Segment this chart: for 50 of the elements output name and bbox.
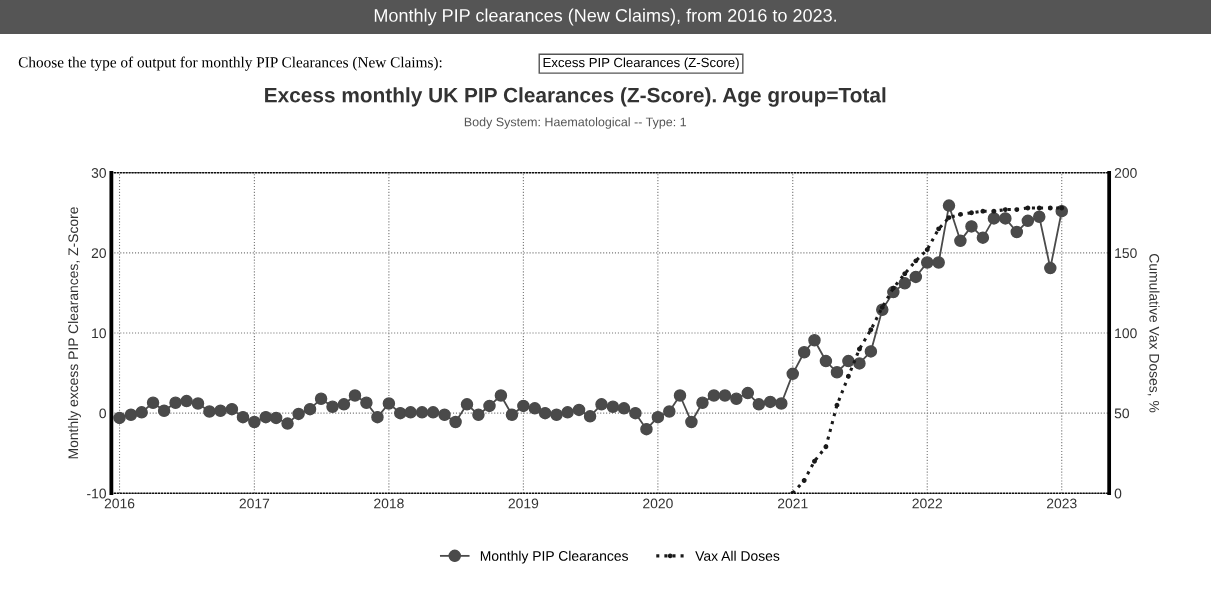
y2-tick-label: 150 [1115,248,1137,259]
y-tick-label: 0 [99,408,107,419]
text: Monthly PIP clearances (New Claims), from 2016 to 2023. [374,8,837,26]
point [936,226,942,232]
point [1025,205,1031,211]
y-tick-label: -10 [87,488,107,499]
x-tick-label: 2021 [778,498,808,509]
legend-label: Monthly PIP Clearances [480,550,628,564]
x-tick-label: 2020 [643,498,673,509]
point [924,247,930,253]
y2-axis-title: Cumulative Vax Doses, % [1147,253,1160,413]
point [890,285,896,291]
point [823,444,829,450]
text: Choose the type of output for monthly PIP Clearances (New Claims): [18,56,442,71]
chart-subtitle: Body System: Haematological -- Type: 1 [464,117,687,129]
point [868,327,874,333]
point [834,402,840,408]
point [957,211,963,217]
y-tick-label: 30 [91,168,107,178]
y2-tick-label: 50 [1114,408,1130,419]
point [1014,207,1020,213]
point [913,258,919,264]
point [946,215,952,221]
point [1059,205,1065,211]
point [801,478,807,483]
y2-tick-label: 100 [1115,328,1137,339]
text: Excess PIP Clearances (Z-Score) [543,57,739,70]
y2-tick-label: 200 [1114,168,1137,178]
y2-tick-label: 0 [1114,488,1122,499]
point [991,208,997,214]
point [902,271,908,277]
legend-label: Vax All Doses [695,550,780,561]
x-tick-label: 2017 [239,498,270,509]
point [1047,205,1053,211]
x-tick-label: 2019 [508,498,539,509]
point [845,373,851,379]
y-tick-label: 20 [91,248,107,259]
point [980,208,986,214]
x-tick-label: 2023 [1046,498,1077,509]
point [1036,205,1042,211]
x-tick-label: 2022 [912,498,942,509]
y-tick-label: 10 [92,328,107,339]
point [812,458,817,464]
point [1002,207,1008,213]
point [969,210,974,216]
y-axis-title: Monthly excess PIP Clearances, Z-Score [67,207,81,459]
chart-title: Excess monthly UK PIP Clearances (Z-Score). Age group=Total [265,87,886,107]
point [857,346,862,352]
x-tick-label: 2016 [104,498,135,509]
x-tick-label: 2018 [374,498,404,509]
